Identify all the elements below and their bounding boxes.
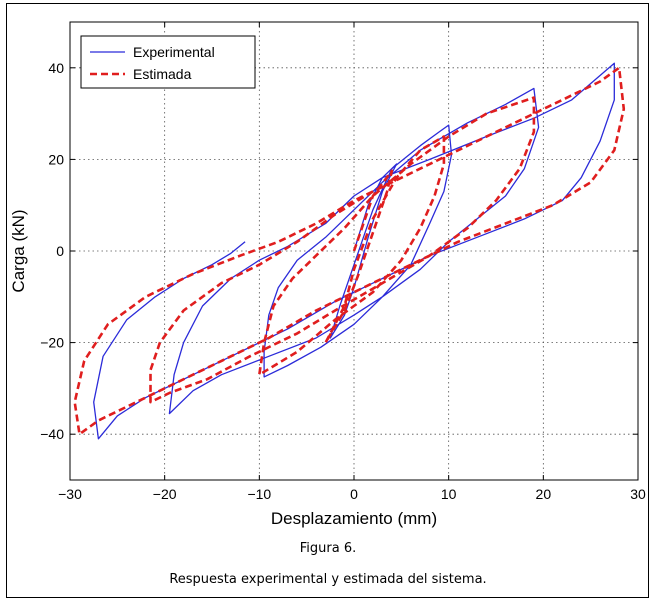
- legend-label-estimada: Estimada: [133, 66, 192, 82]
- figure-label: Figura 6.: [299, 541, 357, 556]
- series-layer: [73, 62, 626, 440]
- legend: Experimental Estimada: [80, 35, 256, 89]
- y-axis-label: Carga (kN): [9, 209, 28, 292]
- figure-frame: [6, 3, 649, 598]
- x-tick-label: 30: [630, 486, 646, 502]
- x-tick-label: −30: [58, 486, 82, 502]
- series-line-experimental: [93, 62, 615, 440]
- tick-layer: −30 −20 −10 0 10 20 30 −40 −20 0 20 40: [40, 22, 646, 502]
- y-tick-label: 0: [56, 243, 64, 259]
- x-tick-label: 20: [536, 486, 552, 502]
- y-tick-label: −40: [40, 426, 64, 442]
- x-tick-label: 10: [441, 486, 457, 502]
- series-line-estimada: [73, 66, 626, 436]
- hysteresis-chart: −30 −20 −10 0 10 20 30 −40 −20 0 20 40 Desplazamien…: [9, 21, 646, 528]
- legend-box: [80, 35, 256, 89]
- x-tick-label: 0: [350, 486, 358, 502]
- figure-caption: Respuesta experimental y estimada del si…: [169, 572, 487, 587]
- y-tick-label: 20: [48, 151, 64, 167]
- legend-label-experimental: Experimental: [133, 44, 215, 60]
- y-tick-label: 40: [48, 60, 64, 76]
- x-tick-label: −10: [247, 486, 271, 502]
- x-tick-label: −20: [153, 486, 177, 502]
- x-axis-label: Desplazamiento (mm): [271, 509, 437, 528]
- y-tick-label: −20: [40, 335, 64, 351]
